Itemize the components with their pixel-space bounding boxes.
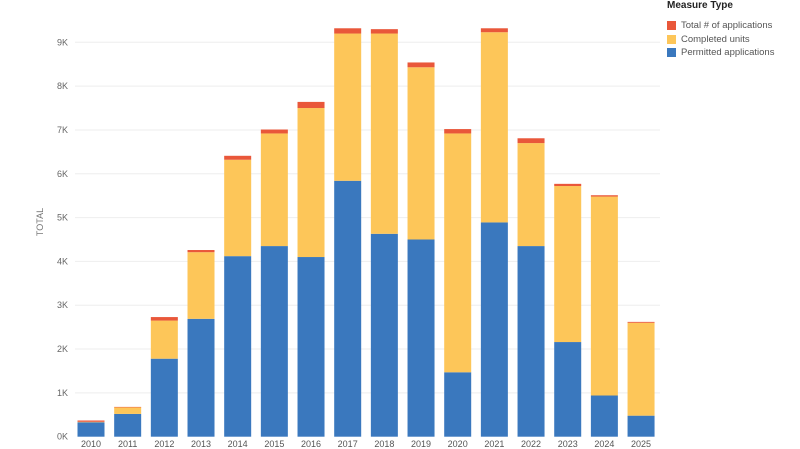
x-tick-label: 2011 bbox=[118, 439, 137, 449]
bar-total-of-applications-2019[interactable] bbox=[407, 62, 435, 68]
bar-total-of-applications-2018[interactable] bbox=[370, 29, 398, 34]
y-tick-label: 0K bbox=[57, 432, 68, 442]
legend-swatch bbox=[667, 48, 676, 58]
bar-total-of-applications-2017[interactable] bbox=[334, 28, 362, 34]
legend-item[interactable]: Total # of applications bbox=[667, 19, 774, 33]
legend-label: Permitted applications bbox=[681, 47, 775, 59]
x-tick-label: 2018 bbox=[374, 439, 394, 449]
bar-total-of-applications-2012[interactable] bbox=[150, 317, 178, 321]
y-tick-label: 5K bbox=[57, 213, 68, 223]
y-tick-label: 1K bbox=[57, 388, 68, 398]
legend-item[interactable]: Completed units bbox=[667, 33, 774, 47]
bar-completed-units-2016[interactable] bbox=[297, 108, 325, 258]
bar-permitted-applications-2020[interactable] bbox=[444, 372, 472, 437]
x-tick-label: 2010 bbox=[81, 439, 101, 449]
bar-permitted-applications-2015[interactable] bbox=[260, 246, 288, 437]
x-tick-label: 2024 bbox=[594, 439, 614, 449]
x-axis-ticks: 2010 2011 2012 2013 2014 2015 2016 2017 2018 2019… bbox=[81, 439, 651, 449]
bar-permitted-applications-2012[interactable] bbox=[150, 358, 178, 437]
bar-completed-units-2014[interactable] bbox=[224, 159, 252, 257]
y-tick-label: 6K bbox=[57, 169, 68, 179]
x-tick-label: 2019 bbox=[411, 439, 431, 449]
x-tick-label: 2012 bbox=[154, 439, 174, 449]
bar-total-of-applications-2010[interactable] bbox=[77, 420, 105, 422]
bar-total-of-applications-2013[interactable] bbox=[187, 250, 215, 253]
y-tick-label: 9K bbox=[57, 37, 68, 47]
legend-label: Completed units bbox=[681, 33, 750, 45]
bar-completed-units-2024[interactable] bbox=[590, 196, 618, 396]
bar-completed-units-2012[interactable] bbox=[150, 320, 178, 359]
y-tick-label: 8K bbox=[57, 81, 68, 91]
legend-swatch bbox=[667, 34, 676, 44]
y-tick-label: 2K bbox=[57, 344, 68, 354]
bars bbox=[77, 28, 655, 437]
bar-completed-units-2013[interactable] bbox=[187, 252, 215, 319]
bar-permitted-applications-2011[interactable] bbox=[114, 413, 142, 437]
bar-completed-units-2011[interactable] bbox=[114, 407, 142, 414]
bar-permitted-applications-2018[interactable] bbox=[370, 233, 398, 437]
bar-completed-units-2018[interactable] bbox=[370, 33, 398, 234]
bar-permitted-applications-2022[interactable] bbox=[517, 246, 545, 437]
bar-total-of-applications-2021[interactable] bbox=[480, 28, 508, 33]
bar-completed-units-2022[interactable] bbox=[517, 143, 545, 247]
y-tick-label: 3K bbox=[57, 300, 68, 310]
bar-total-of-applications-2011[interactable] bbox=[114, 406, 142, 408]
bar-permitted-applications-2017[interactable] bbox=[334, 180, 362, 437]
bar-total-of-applications-2020[interactable] bbox=[444, 129, 472, 134]
bar-completed-units-2025[interactable] bbox=[627, 322, 655, 416]
bar-total-of-applications-2025[interactable] bbox=[627, 321, 655, 323]
bar-permitted-applications-2025[interactable] bbox=[627, 415, 655, 437]
bar-completed-units-2023[interactable] bbox=[554, 186, 582, 343]
bar-permitted-applications-2023[interactable] bbox=[554, 342, 582, 437]
bar-total-of-applications-2022[interactable] bbox=[517, 138, 545, 144]
legend-label: Total # of applications bbox=[681, 20, 773, 32]
bar-total-of-applications-2014[interactable] bbox=[224, 155, 252, 160]
bar-total-of-applications-2023[interactable] bbox=[554, 183, 582, 187]
legend: Measure Type Total # of applications Comp… bbox=[667, 0, 774, 60]
x-tick-label: 2021 bbox=[484, 439, 504, 449]
bar-completed-units-2020[interactable] bbox=[444, 133, 472, 373]
x-tick-label: 2015 bbox=[264, 439, 284, 449]
y-axis-label: TOTAL bbox=[35, 208, 45, 236]
bar-permitted-applications-2024[interactable] bbox=[590, 395, 618, 437]
bar-completed-units-2010[interactable] bbox=[77, 421, 105, 423]
bar-permitted-applications-2021[interactable] bbox=[480, 222, 508, 437]
x-tick-label: 2017 bbox=[338, 439, 358, 449]
bar-total-of-applications-2015[interactable] bbox=[260, 129, 288, 134]
x-tick-label: 2014 bbox=[228, 439, 248, 449]
bar-total-of-applications-2024[interactable] bbox=[590, 195, 618, 197]
bar-completed-units-2017[interactable] bbox=[334, 33, 362, 181]
bar-permitted-applications-2019[interactable] bbox=[407, 239, 435, 437]
bar-completed-units-2019[interactable] bbox=[407, 67, 435, 240]
x-tick-label: 2013 bbox=[191, 439, 211, 449]
x-tick-label: 2022 bbox=[521, 439, 541, 449]
bar-permitted-applications-2014[interactable] bbox=[224, 256, 252, 437]
x-tick-label: 2020 bbox=[448, 439, 468, 449]
bar-permitted-applications-2010[interactable] bbox=[77, 422, 105, 437]
y-tick-label: 7K bbox=[57, 125, 68, 135]
y-axis-ticks: 0K 1K 2K 3K 4K 5K 6K 7K 8K 9K bbox=[57, 37, 68, 441]
legend-title: Measure Type bbox=[667, 0, 733, 11]
legend-item[interactable]: Permitted applications bbox=[667, 46, 774, 60]
bar-completed-units-2021[interactable] bbox=[480, 32, 508, 223]
bar-completed-units-2015[interactable] bbox=[260, 133, 288, 247]
legend-swatch bbox=[667, 21, 676, 31]
bar-permitted-applications-2013[interactable] bbox=[187, 318, 215, 437]
bar-total-of-applications-2016[interactable] bbox=[297, 101, 325, 109]
y-tick-label: 4K bbox=[57, 256, 68, 266]
x-tick-label: 2025 bbox=[631, 439, 651, 449]
bar-permitted-applications-2016[interactable] bbox=[297, 257, 325, 437]
x-tick-label: 2016 bbox=[301, 439, 321, 449]
x-tick-label: 2023 bbox=[558, 439, 578, 449]
